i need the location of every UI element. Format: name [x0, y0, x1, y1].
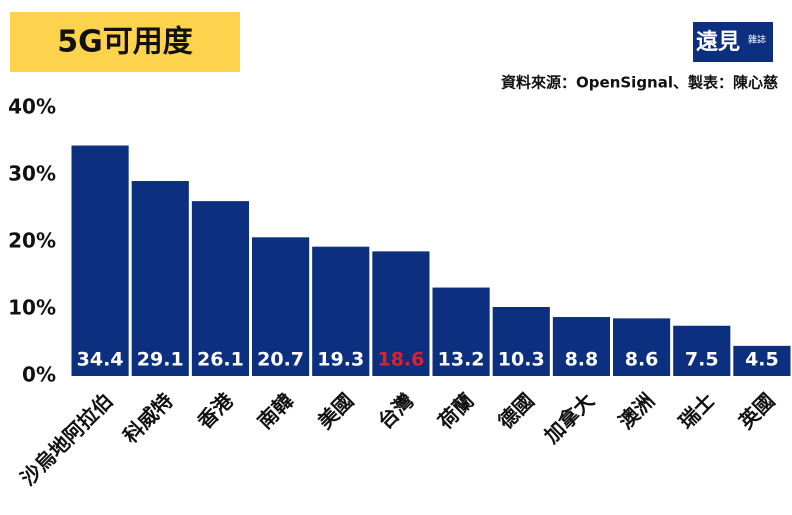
x-tick-label: 香港 [193, 388, 239, 434]
bar [733, 345, 791, 376]
value-label: 8.8 [565, 349, 599, 371]
bar [432, 287, 490, 376]
value-label: 18.6 [377, 349, 424, 371]
x-tick-label: 沙烏地阿拉伯 [16, 388, 118, 490]
bar [312, 246, 370, 376]
logo-sub: 雜誌 [748, 34, 766, 46]
bar [552, 317, 610, 376]
logo: 遠見 [696, 29, 740, 55]
value-label: 8.6 [625, 349, 659, 371]
y-tick-label: 0% [22, 363, 56, 387]
bar [71, 145, 129, 376]
value-label: 4.5 [745, 349, 779, 371]
bar [131, 181, 189, 376]
value-label: 20.7 [257, 349, 304, 371]
bar [191, 201, 249, 376]
x-tick-label: 南韓 [253, 388, 298, 433]
value-label: 10.3 [498, 349, 545, 371]
y-tick-label: 20% [8, 229, 56, 253]
value-label: 26.1 [197, 349, 244, 371]
value-label: 19.3 [317, 349, 364, 371]
x-tick-label: 科威特 [118, 388, 177, 447]
bar [673, 325, 731, 376]
x-tick-label: 瑞士 [674, 388, 719, 433]
value-label: 29.1 [137, 349, 184, 371]
bar [613, 318, 671, 376]
x-tick-label: 加拿大 [539, 388, 599, 448]
title-box [10, 12, 240, 72]
bar [492, 306, 550, 376]
value-label: 13.2 [438, 349, 485, 371]
y-tick-label: 10% [8, 296, 56, 320]
bar [372, 251, 430, 376]
source-note: 資料來源：OpenSignal、製表：陳心慈 [501, 74, 778, 92]
logo-box [693, 22, 773, 62]
x-tick-label: 澳洲 [614, 388, 659, 433]
x-tick-label: 德國 [493, 388, 538, 433]
x-tick-label: 英國 [734, 388, 779, 433]
chart-title: 5G可用度 [57, 25, 193, 60]
value-label: 34.4 [77, 349, 124, 371]
y-tick-label: 40% [8, 95, 56, 119]
bar [252, 237, 310, 376]
value-label: 7.5 [685, 349, 719, 371]
y-tick-label: 30% [8, 162, 56, 186]
x-tick-label: 台灣 [373, 388, 418, 433]
x-tick-label: 美國 [313, 388, 358, 433]
x-tick-label: 荷蘭 [433, 388, 478, 433]
